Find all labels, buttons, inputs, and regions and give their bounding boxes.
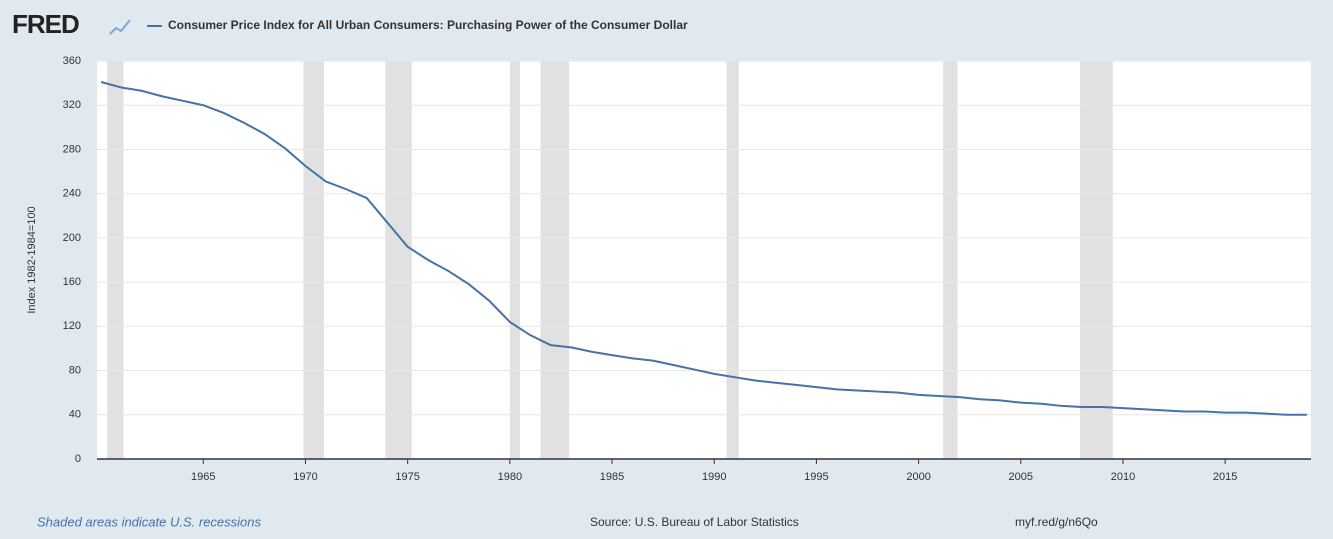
data-line [100, 81, 1307, 416]
x-tick-label: 1970 [293, 471, 317, 483]
recession-band [1080, 61, 1113, 459]
y-tick-label: 160 [63, 276, 81, 288]
x-tick-label: 1965 [191, 471, 215, 483]
y-tick-label: 240 [63, 188, 81, 200]
y-tick-label: 80 [69, 364, 81, 376]
x-tick-label: 1975 [395, 471, 419, 483]
recession-band [303, 61, 324, 459]
recession-band [509, 61, 521, 459]
y-tick-label: 360 [63, 55, 81, 67]
recession-band [943, 61, 958, 459]
y-tick-label: 0 [75, 453, 81, 465]
x-tick-label: 2005 [1009, 471, 1033, 483]
y-tick-label: 40 [69, 409, 81, 421]
y-axis-label: Index 1982-1984=100 [26, 206, 38, 313]
recession-band [726, 61, 739, 459]
x-tick-label: 1980 [498, 471, 522, 483]
source: Source: U.S. Bureau of Labor Statistics [590, 515, 799, 529]
x-tick-label: 2000 [906, 471, 930, 483]
logo: FRED [12, 9, 79, 39]
x-tick-label: 2010 [1111, 471, 1135, 483]
y-tick-label: 320 [63, 99, 81, 111]
plot-area [97, 61, 1311, 459]
link: myf.red/g/n6Qo [1015, 515, 1098, 529]
recession-note: Shaded areas indicate U.S. recessions [37, 514, 262, 529]
x-tick-label: 2015 [1213, 471, 1237, 483]
recession-band [107, 61, 124, 459]
legend-label: Consumer Price Index for All Urban Consu… [168, 18, 688, 32]
recession-band [540, 61, 570, 459]
x-tick-label: 1985 [600, 471, 624, 483]
y-tick-label: 200 [63, 232, 81, 244]
recession-band [385, 61, 412, 459]
x-tick-label: 1990 [702, 471, 726, 483]
y-tick-label: 120 [63, 320, 81, 332]
y-tick-label: 280 [63, 143, 81, 155]
logo-icon [109, 19, 131, 35]
x-tick-label: 1995 [804, 471, 828, 483]
